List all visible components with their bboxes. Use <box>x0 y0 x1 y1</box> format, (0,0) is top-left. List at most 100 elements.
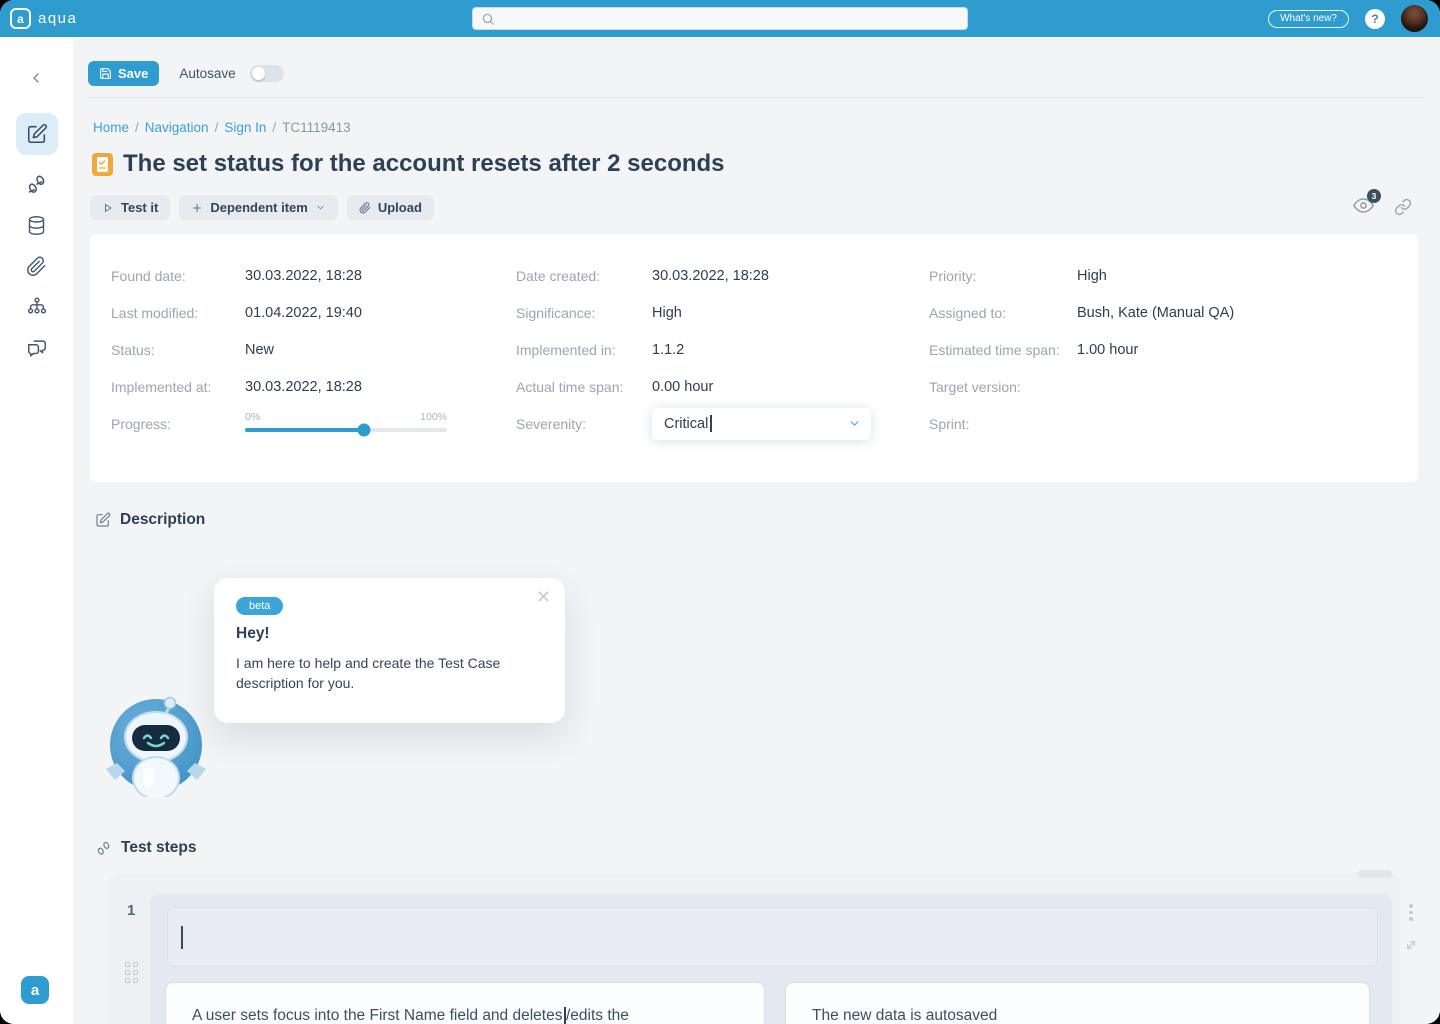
sidebar: a <box>0 37 73 1024</box>
link-icon <box>1394 198 1412 215</box>
test-case-icon <box>92 152 113 176</box>
step-menu-button[interactable] <box>1409 904 1413 921</box>
save-label: Save <box>118 66 149 81</box>
date-created-value: 30.03.2022, 18:28 <box>652 267 769 284</box>
status-value[interactable]: New <box>245 341 275 358</box>
chat-bubbles-icon <box>27 340 46 357</box>
sidebar-item-attachments[interactable] <box>16 254 58 278</box>
assigned-to-value[interactable]: Bush, Kate (Manual QA) <box>1077 304 1235 321</box>
save-icon <box>100 68 111 79</box>
chevron-left-icon <box>33 73 39 83</box>
details-card: Found date: 30.03.2022, 18:28 Last modifi… <box>90 234 1418 482</box>
autosave-toggle[interactable] <box>249 65 284 82</box>
autosave-label: Autosave <box>179 66 236 81</box>
assistant-robot-mascot[interactable] <box>103 685 211 797</box>
progress-fill <box>245 427 365 432</box>
help-button[interactable]: ? <box>1365 8 1385 29</box>
beta-badge: beta <box>236 597 284 615</box>
text-cursor <box>564 1007 566 1024</box>
step-expected-result-field[interactable]: The new data is autosaved <box>785 982 1370 1024</box>
field-label: Significance: <box>516 304 596 321</box>
whats-new-button[interactable]: What's new? <box>1268 9 1349 28</box>
sidebar-item-steps[interactable] <box>16 172 58 196</box>
aqua-logo-small[interactable]: a <box>21 976 49 1004</box>
breadcrumb-sign-in[interactable]: Sign In <box>224 120 267 135</box>
aqua-logo-icon: a <box>10 8 31 29</box>
description-heading: Description <box>120 511 206 528</box>
save-button[interactable]: Save <box>88 61 160 86</box>
test-steps-panel: 1 A user sets focus into the First Name … <box>108 870 1415 1024</box>
step-condition-field[interactable]: A user sets focus into the First Name fi… <box>165 982 765 1024</box>
progress-slider[interactable]: 0% 100% <box>245 411 447 437</box>
sidebar-item-edit[interactable] <box>15 113 58 155</box>
footsteps-icon <box>97 841 110 855</box>
footsteps-icon <box>28 175 45 193</box>
test-steps-heading: Test steps <box>121 839 197 856</box>
upload-button[interactable]: Upload <box>346 195 434 220</box>
found-date-value: 30.03.2022, 18:28 <box>245 267 362 284</box>
pencil-icon <box>96 512 111 527</box>
brand-name: aqua <box>38 10 78 27</box>
play-icon <box>105 203 112 212</box>
assistant-popup: beta ✕ Hey! I am here to help and create… <box>214 578 565 723</box>
step-description-input[interactable] <box>167 907 1378 967</box>
sidebar-item-comments[interactable] <box>16 336 58 360</box>
sidebar-item-hierarchy[interactable] <box>16 295 58 319</box>
divider <box>88 97 1425 98</box>
step-drag-handle[interactable] <box>125 962 138 983</box>
actual-time-span-value: 0.00 hour <box>652 378 714 395</box>
field-label: Severenity: <box>516 415 587 432</box>
save-toolbar: Save Autosave <box>88 61 284 86</box>
assistant-message: I am here to help and create the Test Ca… <box>236 655 501 691</box>
estimated-time-span-value: 1.00 hour <box>1077 341 1139 358</box>
text-cursor <box>181 926 183 949</box>
search-input[interactable] <box>501 11 959 26</box>
field-label: Target version: <box>929 378 1021 395</box>
paperclip-icon <box>359 201 371 213</box>
test-it-button[interactable]: Test it <box>90 195 171 220</box>
horizontal-scrollbar[interactable] <box>1358 870 1392 878</box>
field-label: Status: <box>111 341 155 358</box>
collapse-sidebar-button[interactable] <box>28 70 44 89</box>
page-title: The set status for the account resets af… <box>123 150 725 177</box>
breadcrumb-navigation[interactable]: Navigation <box>144 120 209 135</box>
breadcrumb-home[interactable]: Home <box>93 120 130 135</box>
field-label: Progress: <box>111 415 171 432</box>
progress-max: 100% <box>420 410 447 423</box>
progress-track <box>245 423 447 436</box>
significance-value[interactable]: High <box>652 304 682 321</box>
sidebar-item-data[interactable] <box>16 213 58 237</box>
brand[interactable]: a aqua <box>10 8 77 29</box>
severenity-dropdown[interactable]: Critical <box>652 407 871 440</box>
field-label: Actual time span: <box>516 378 624 395</box>
search-icon <box>482 13 494 25</box>
severenity-value: Critical <box>664 415 709 432</box>
dependent-item-button[interactable]: Dependent item <box>179 195 338 220</box>
global-search[interactable] <box>472 7 968 30</box>
text-cursor <box>710 415 712 432</box>
eye-icon <box>1353 198 1374 213</box>
chevron-down-icon[interactable] <box>848 417 861 430</box>
field-label: Implemented in: <box>516 341 616 358</box>
paperclip-icon <box>27 256 46 276</box>
sitemap-icon <box>27 297 46 314</box>
step-number: 1 <box>127 902 136 919</box>
watchers-button[interactable]: 3 <box>1353 189 1381 221</box>
plus-icon <box>193 203 202 212</box>
copy-link-button[interactable] <box>1394 198 1412 219</box>
toggle-knob <box>251 67 265 80</box>
top-bar: a aqua What's new? ? <box>0 0 1440 37</box>
implemented-at-value: 30.03.2022, 18:28 <box>245 378 362 395</box>
field-label: Last modified: <box>111 304 199 321</box>
database-icon <box>28 215 45 235</box>
progress-thumb[interactable] <box>357 423 371 436</box>
watchers-count-badge: 3 <box>1367 189 1381 203</box>
progress-min: 0% <box>245 410 261 423</box>
priority-value[interactable]: High <box>1077 267 1107 284</box>
close-icon[interactable]: ✕ <box>535 587 551 607</box>
field-label: Implemented at: <box>111 378 212 395</box>
field-label: Found date: <box>111 267 186 284</box>
avatar[interactable] <box>1401 5 1428 32</box>
expand-icon[interactable] <box>1403 937 1419 956</box>
